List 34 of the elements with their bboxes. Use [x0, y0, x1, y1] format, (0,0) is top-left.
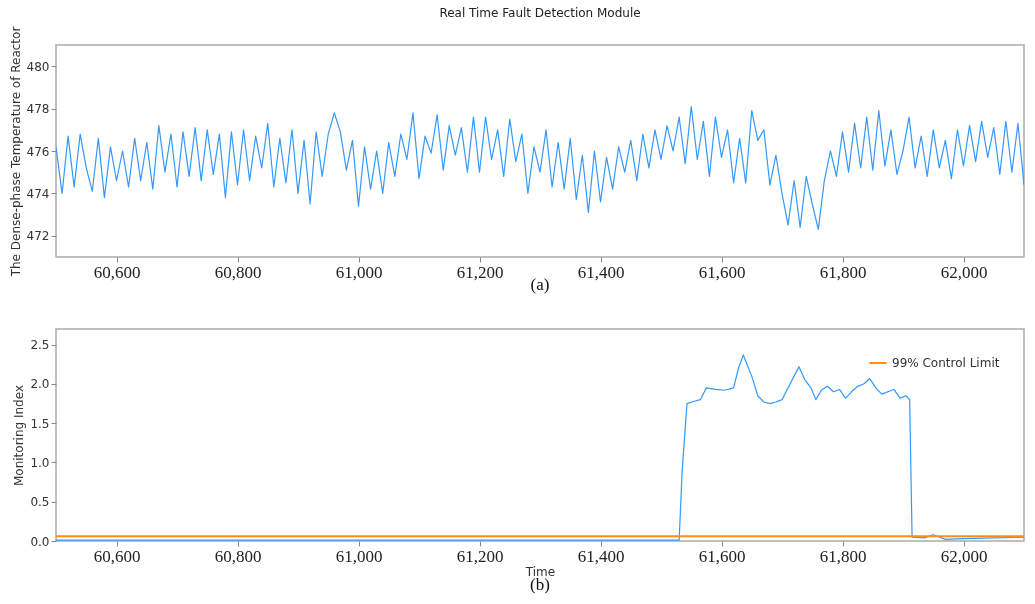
y-tick-label: 2.0	[30, 377, 50, 392]
x-tick-label: 60,600	[93, 262, 141, 282]
y-tick-label: 0.5	[30, 495, 50, 510]
x-tick-label: 61,800	[819, 546, 867, 566]
line-series	[56, 354, 1024, 541]
x-tick-label: 61,600	[698, 546, 746, 566]
x-tick-label: 61,600	[698, 262, 746, 282]
x-tick-label: 61,000	[335, 262, 383, 282]
x-tick-label: 62,000	[940, 262, 988, 282]
y-tick-label: 476	[26, 144, 50, 159]
x-tick-label: 60,800	[214, 262, 262, 282]
legend-label: 99% Control Limit	[892, 356, 1000, 370]
x-tick-label: 61,200	[456, 546, 504, 566]
x-tick-label: 61,400	[577, 262, 625, 282]
y-tick-label: 2.5	[30, 338, 50, 353]
y-axis-title: Monitoring Index	[12, 384, 27, 487]
text: (a)	[530, 275, 550, 294]
x-tick-label: 61,000	[335, 546, 383, 566]
y-tick-label: 472	[26, 229, 50, 244]
y-tick-label: 480	[26, 59, 50, 74]
x-tick-label: 60,800	[214, 546, 262, 566]
y-tick-label: 1.5	[30, 416, 50, 431]
line-series	[56, 105, 1024, 231]
x-tick-label: 61,200	[456, 262, 504, 282]
y-tick-label: 478	[26, 102, 50, 117]
x-tick-label: 62,000	[940, 546, 988, 566]
x-tick-label: 61,400	[577, 546, 625, 566]
y-tick-label: 0.0	[30, 534, 50, 549]
x-tick-label: 61,800	[819, 262, 867, 282]
chart-title: Real Time Fault Detection Module	[439, 6, 641, 21]
x-tick-label: 60,600	[93, 546, 141, 566]
y-axis-title: The Dense-phase Temperature of Reactor	[8, 26, 23, 278]
y-tick-label: 1.0	[30, 455, 50, 470]
y-tick-label: 474	[26, 186, 50, 201]
